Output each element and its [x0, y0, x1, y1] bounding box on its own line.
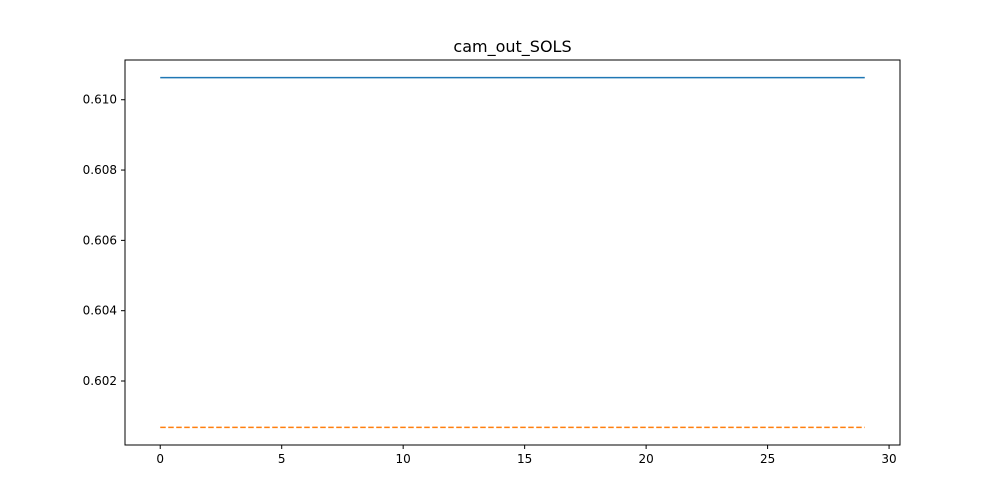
x-tick-label: 10 — [396, 452, 411, 466]
axes-frame — [124, 59, 901, 446]
chart-title: cam_out_SOLS — [453, 37, 571, 57]
x-tick-label: 30 — [881, 452, 896, 466]
y-tick-label: 0.608 — [83, 163, 117, 177]
x-tick-label: 0 — [156, 452, 164, 466]
y-tick-label: 0.602 — [83, 374, 117, 388]
y-tick-label: 0.610 — [83, 93, 117, 107]
x-axis: 0 5 10 15 20 25 30 — [156, 445, 897, 466]
plot-area — [160, 76, 865, 429]
x-tick-label: 5 — [278, 452, 286, 466]
x-tick-label: 20 — [638, 452, 653, 466]
y-axis: 0.602 0.604 0.606 0.608 0.610 — [83, 93, 125, 388]
x-tick-label: 25 — [760, 452, 775, 466]
y-tick-label: 0.604 — [83, 304, 117, 318]
x-tick-label: 15 — [517, 452, 532, 466]
y-tick-label: 0.606 — [83, 233, 117, 247]
